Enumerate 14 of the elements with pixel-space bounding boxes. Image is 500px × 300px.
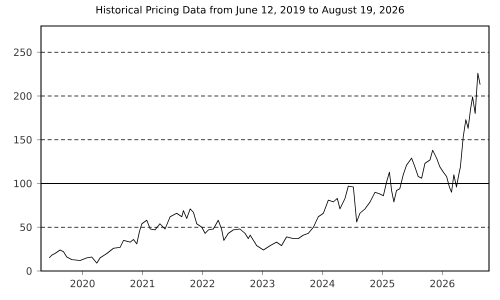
x-tick-label: 2020 <box>70 280 95 288</box>
y-tick-label: 100 <box>14 180 32 188</box>
x-tick-label: 2023 <box>250 280 274 288</box>
y-tick-label: 150 <box>14 136 32 144</box>
x-tick-label: 2025 <box>370 280 394 288</box>
x-tick-label: 2021 <box>130 280 154 288</box>
y-tick-label: 200 <box>14 92 32 100</box>
x-tick-label: 2024 <box>310 280 335 288</box>
y-tick-label: 250 <box>14 48 32 56</box>
y-tick-label: 0 <box>26 267 32 275</box>
x-tick-label: 2022 <box>190 280 214 288</box>
chart-title: Historical Pricing Data from June 12, 2019 to August 19, 2026 <box>96 6 404 16</box>
x-tick-label: 2026 <box>430 280 454 288</box>
y-tick-label: 50 <box>20 223 32 232</box>
